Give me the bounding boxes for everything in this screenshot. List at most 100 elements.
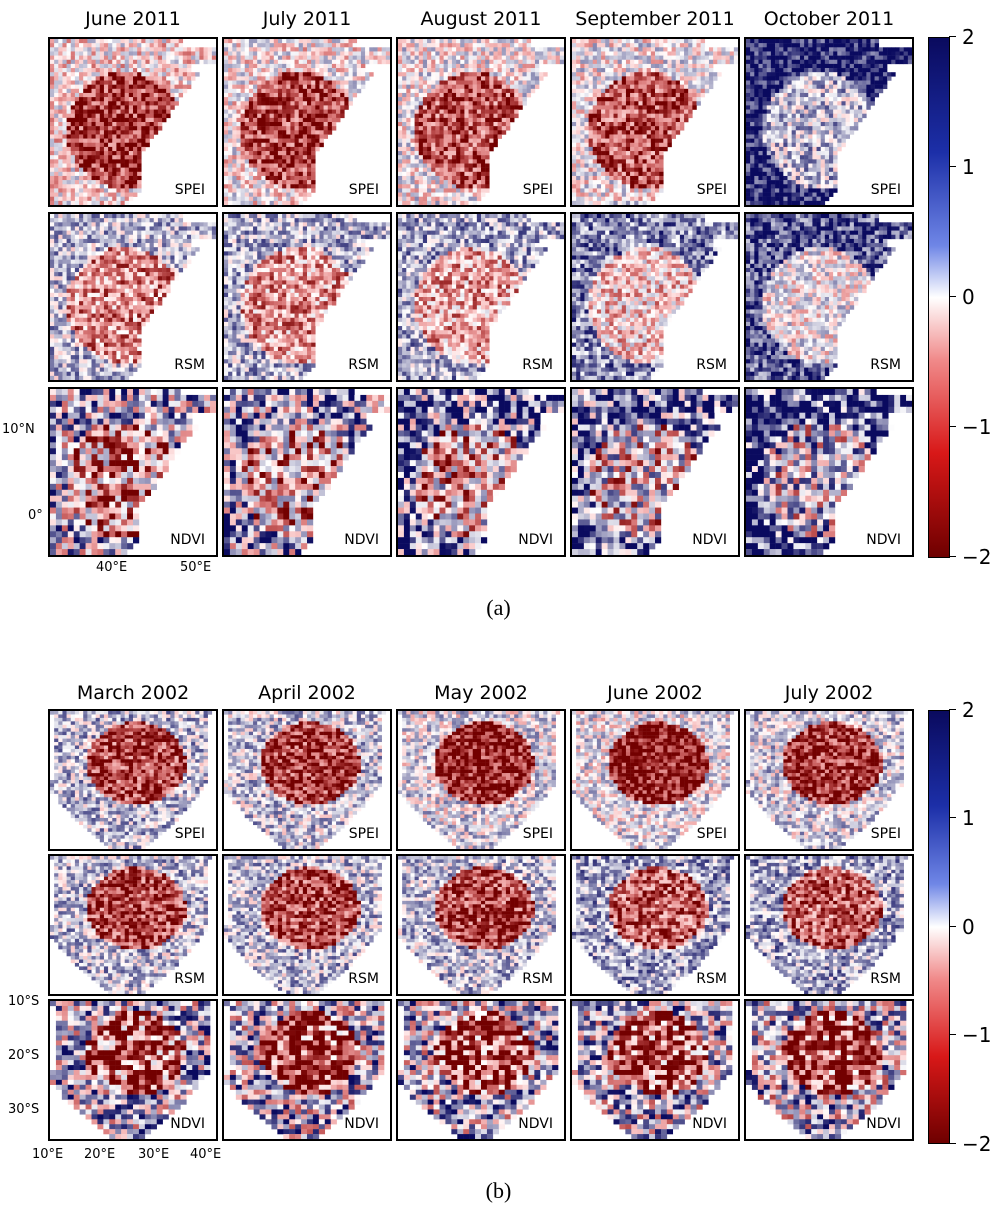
colorbar-tick: 0 [949,916,975,938]
month-title: October 2011 [744,8,914,30]
map-panel: NDVI [222,387,392,557]
map-field [398,389,564,555]
map-field [398,1001,559,1139]
map-panel: SPEI [48,37,218,207]
map-field [572,1001,733,1139]
lon-label: 50°E [180,561,211,575]
variable-label: NDVI [691,532,728,548]
variable-label: NDVI [517,1116,554,1132]
variable-label: NDVI [343,532,380,548]
colorbar-a [928,37,950,558]
variable-label: RSM [173,971,206,987]
map-field [572,214,738,380]
map-field [398,39,564,205]
map-field [746,214,912,380]
colorbar-tick: 1 [949,807,975,829]
lon-label: 40°E [190,1148,221,1162]
lon-label: 10°E [32,1148,63,1162]
variable-label: SPEI [869,826,902,842]
map-field [224,389,390,555]
map-panel: SPEI [222,709,392,851]
variable-label: NDVI [517,532,554,548]
variable-label: SPEI [695,826,728,842]
map-field [50,214,216,380]
lat-label: 0° [28,509,43,523]
map-field [398,711,561,849]
map-panel: SPEI [570,709,740,851]
map-panel: NDVI [744,387,914,557]
map-field [224,214,390,380]
map-panel: SPEI [744,709,914,851]
variable-label: RSM [521,357,554,373]
month-title: June 2011 [48,8,218,30]
month-title: August 2011 [396,8,566,30]
variable-label: SPEI [869,182,902,198]
colorbar-tick: 2 [949,26,975,48]
colorbar-tick: 0 [949,286,975,308]
variable-label: NDVI [169,532,206,548]
variable-label: SPEI [173,182,206,198]
map-panel: RSM [396,854,566,996]
map-panel: RSM [744,854,914,996]
month-title: April 2002 [222,682,392,704]
variable-label: RSM [869,357,902,373]
map-panel: NDVI [570,387,740,557]
map-panel: SPEI [48,709,218,851]
lat-label: 30°S [8,1103,39,1117]
variable-label: NDVI [865,532,902,548]
map-field [572,39,738,205]
map-field [398,856,561,994]
map-field [224,711,387,849]
map-panel: RSM [396,212,566,382]
variable-label: SPEI [347,182,380,198]
map-field [746,856,909,994]
map-field [224,1001,385,1139]
colorbar-tick: −1 [948,1024,991,1046]
map-panel: RSM [222,212,392,382]
map-field [224,39,390,205]
map-panel: SPEI [396,709,566,851]
map-field [746,389,912,555]
map-panel: NDVI [48,387,218,557]
variable-label: RSM [173,357,206,373]
month-title: September 2011 [570,8,740,30]
map-panel: RSM [570,212,740,382]
month-title: May 2002 [396,682,566,704]
colorbar-tick: −2 [948,546,991,568]
variable-label: RSM [695,971,728,987]
lon-label: 20°E [84,1148,115,1162]
map-field [572,856,735,994]
map-panel: SPEI [744,37,914,207]
map-panel: RSM [570,854,740,996]
map-panel: NDVI [222,999,392,1141]
map-field [746,39,912,205]
lat-label: 10°N [2,423,35,437]
map-panel: NDVI [570,999,740,1141]
month-title: June 2002 [570,682,740,704]
month-title: March 2002 [48,682,218,704]
variable-label: SPEI [173,826,206,842]
variable-label: RSM [695,357,728,373]
map-panel: RSM [744,212,914,382]
variable-label: NDVI [169,1116,206,1132]
map-field [50,711,213,849]
map-panel: NDVI [396,999,566,1141]
caption-a: (a) [0,595,997,621]
map-panel: NDVI [48,999,218,1141]
figure-a: June 2011 July 2011 August 2011 Septembe… [0,8,997,621]
caption-b: (b) [0,1178,997,1204]
map-panel: SPEI [222,37,392,207]
month-title: July 2002 [744,682,914,704]
map-field [50,856,213,994]
variable-label: RSM [347,971,380,987]
variable-label: NDVI [691,1116,728,1132]
map-field [50,389,216,555]
lat-label: 10°S [8,995,39,1009]
map-field [398,214,564,380]
map-field [746,1001,907,1139]
map-panel: NDVI [744,999,914,1141]
map-panel: SPEI [396,37,566,207]
map-field [50,39,216,205]
map-panel: RSM [222,854,392,996]
